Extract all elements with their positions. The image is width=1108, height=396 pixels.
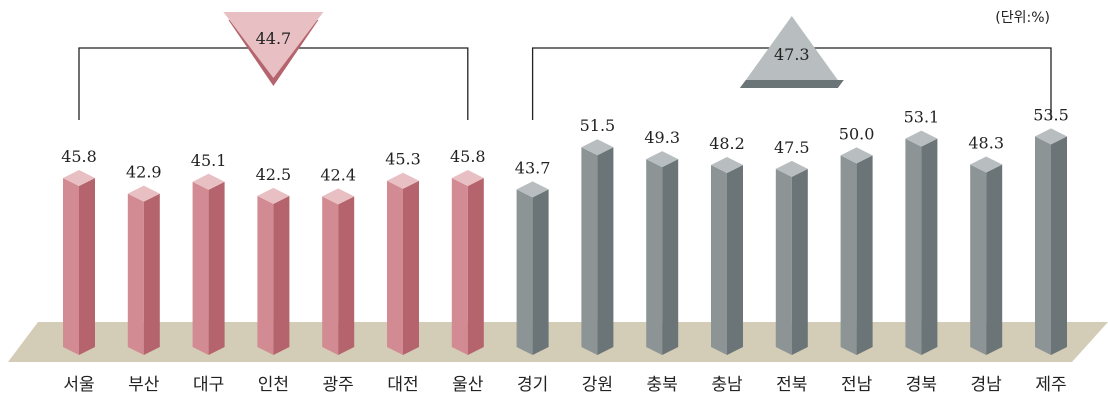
bar-front-9 <box>646 159 663 355</box>
category-label-5: 대전 <box>387 375 418 395</box>
bar-top-13 <box>905 130 938 147</box>
bar-top-11 <box>775 160 808 177</box>
category-label-10: 충남 <box>711 375 743 395</box>
bar-side-12 <box>856 155 873 355</box>
bar-side-7 <box>532 189 549 355</box>
bar-front-13 <box>905 138 922 355</box>
value-label-12: 50.0 <box>839 124 875 143</box>
value-label-15: 53.5 <box>1033 105 1069 124</box>
bar-front-15 <box>1035 136 1051 355</box>
bar-front-2 <box>192 181 209 355</box>
category-label-2: 대구 <box>193 375 224 395</box>
bar-front-0 <box>63 178 79 355</box>
value-label-9: 49.3 <box>644 128 680 147</box>
bar-side-1 <box>143 193 160 355</box>
bar-top-7 <box>516 181 549 198</box>
bar-front-6 <box>451 178 468 355</box>
category-label-3: 인천 <box>258 375 289 395</box>
bar-side-5 <box>403 180 419 355</box>
bar-front-3 <box>257 195 274 355</box>
value-label-2: 45.1 <box>191 151 227 170</box>
bar-side-8 <box>597 147 614 355</box>
bar-side-0 <box>79 178 95 355</box>
value-label-13: 53.1 <box>904 108 940 127</box>
category-label-7: 경기 <box>517 375 548 395</box>
bar-top-15 <box>1035 128 1067 145</box>
bar-top-9 <box>646 151 679 168</box>
bar-top-6 <box>451 170 484 186</box>
bar-top-1 <box>127 185 160 202</box>
category-label-6: 울산 <box>452 375 484 395</box>
bar-side-15 <box>1051 136 1067 355</box>
bar-side-4 <box>338 196 355 355</box>
value-label-6: 45.8 <box>450 147 486 166</box>
chart-floor <box>8 322 1108 362</box>
bar-side-11 <box>791 168 808 355</box>
bar-front-12 <box>840 155 857 355</box>
bar-front-11 <box>775 168 792 355</box>
bars <box>63 128 1067 355</box>
bar-front-5 <box>387 180 403 355</box>
category-label-15: 제주 <box>1035 375 1066 395</box>
bar-top-2 <box>192 173 225 190</box>
bar-side-6 <box>467 178 484 355</box>
value-label-0: 45.8 <box>61 147 97 166</box>
average-marker-1 <box>745 16 838 80</box>
bar-top-3 <box>257 187 290 204</box>
bar-side-3 <box>273 195 290 355</box>
category-label-4: 광주 <box>323 375 354 395</box>
bar-front-14 <box>970 164 987 355</box>
category-label-1: 부산 <box>128 375 160 395</box>
unit-label: (단위:%) <box>995 10 1050 26</box>
category-label-11: 전북 <box>776 375 807 395</box>
category-label-13: 경북 <box>906 375 937 395</box>
value-label-10: 48.2 <box>709 134 745 153</box>
labels: 45.8 서울 42.9 부산 45.1 대구 42.5 인천 42.4 광주 45.3 대전 45.8… <box>61 105 1069 395</box>
bar-top-8 <box>581 139 614 156</box>
bar-front-7 <box>516 189 533 355</box>
bar-top-12 <box>840 147 873 164</box>
category-label-14: 경남 <box>971 375 1003 395</box>
value-label-8: 51.5 <box>580 116 616 135</box>
category-label-0: 서울 <box>63 375 94 395</box>
bar-front-1 <box>127 193 144 355</box>
category-label-12: 전남 <box>841 375 873 395</box>
bar-front-10 <box>711 165 727 355</box>
bar-side-14 <box>986 164 1003 355</box>
category-label-9: 충북 <box>647 375 678 395</box>
bar-top-0 <box>63 170 95 186</box>
category-label-8: 강원 <box>582 375 613 395</box>
value-label-4: 42.4 <box>320 165 356 184</box>
average-marker-shadow-1 <box>739 80 844 88</box>
value-label-14: 48.3 <box>968 134 1004 153</box>
value-label-7: 43.7 <box>515 158 551 177</box>
bar-side-2 <box>208 181 225 355</box>
average-label-1: 47.3 <box>774 45 810 64</box>
value-label-3: 42.5 <box>256 165 292 184</box>
group-brackets: 44.7 47.3 <box>78 12 1052 120</box>
value-label-5: 45.3 <box>385 150 421 169</box>
value-label-11: 47.5 <box>774 138 810 157</box>
bar-top-4 <box>322 188 355 205</box>
bar-top-14 <box>970 156 1003 173</box>
bar-front-4 <box>322 196 339 355</box>
average-marker-0 <box>223 12 324 78</box>
average-label-0: 44.7 <box>256 29 292 48</box>
bar-side-13 <box>921 138 938 355</box>
bar-front-8 <box>581 147 598 355</box>
value-label-1: 42.9 <box>126 163 162 182</box>
bar-top-10 <box>711 157 743 174</box>
bar-side-10 <box>727 165 743 355</box>
bar-top-5 <box>387 172 419 189</box>
bar-side-9 <box>662 159 679 355</box>
